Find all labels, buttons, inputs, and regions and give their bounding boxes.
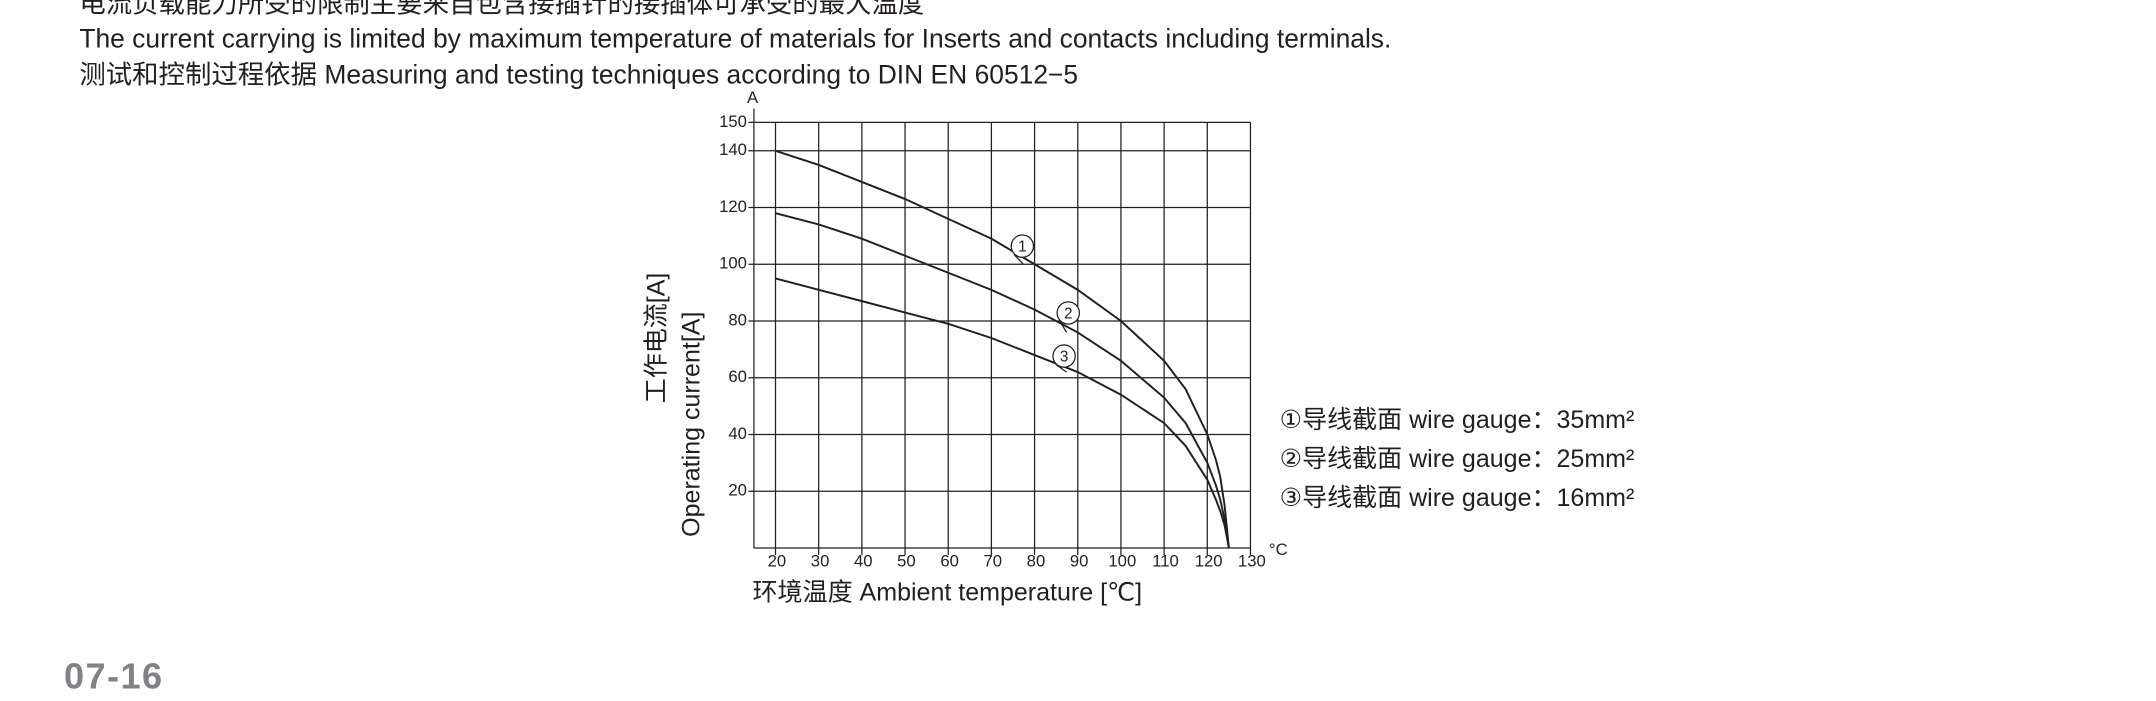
curve-label: 2: [1064, 305, 1073, 322]
curve-label-circle: [1010, 234, 1035, 258]
curve-label-leader: [1059, 320, 1068, 333]
curve: [775, 212, 1230, 549]
header-line: The current carrying is limited by maxim…: [79, 23, 1391, 53]
x-tick-label: 20: [768, 551, 787, 570]
header-line: 测试和控制过程依据 Measuring and testing techniqu…: [79, 59, 1078, 89]
x-unit: °C: [1269, 540, 1288, 559]
curve-label: 1: [1018, 239, 1027, 256]
legend-entry: ③导线截面 wire gauge：16mm²: [1280, 484, 1635, 512]
curve: [775, 149, 1230, 549]
y-axis-label: Operating current[A]: [677, 312, 705, 537]
curve-label: 3: [1060, 348, 1069, 365]
y-unit: A: [747, 88, 759, 107]
y-tick-label: 40: [728, 424, 747, 443]
y-tick-label: 100: [719, 254, 747, 273]
y-tick-label: 140: [719, 140, 747, 159]
chart: A °C 20 30 40 50 60 70 80 90 100 110 120 130 20 40 60 80 1…: [643, 88, 1635, 606]
curve-label-circle: [1052, 344, 1076, 368]
curve: [775, 277, 1230, 549]
x-tick-label: 90: [1070, 551, 1089, 570]
y-tick-label: 120: [719, 197, 747, 216]
legend-entry: ①导线截面 wire gauge：35mm²: [1280, 406, 1635, 434]
x-tick-label: 120: [1195, 551, 1223, 570]
x-tick-label: 70: [984, 551, 1003, 570]
x-tick-label: 100: [1108, 551, 1136, 570]
y-tick-label: 80: [728, 310, 747, 329]
x-tick-label: 130: [1238, 551, 1266, 570]
y-tick-label: 20: [728, 481, 747, 500]
curve-label-circle: [1056, 301, 1081, 325]
x-tick-label: 80: [1027, 551, 1046, 570]
x-axis-label: 环境温度 Ambient temperature [℃]: [753, 579, 1143, 607]
page-number: 07-16: [64, 655, 163, 696]
y-tick-label: 60: [728, 367, 747, 386]
y-axis-label: 工作电流[A]: [643, 273, 671, 404]
x-tick-label: 60: [940, 551, 959, 570]
x-tick-label: 40: [854, 551, 873, 570]
curve-label-leader: [1013, 254, 1024, 265]
x-tick-label: 50: [897, 551, 916, 570]
x-tick-label: 30: [811, 551, 830, 570]
x-tick-label: 110: [1152, 551, 1179, 570]
legend-entry: ②导线截面 wire gauge：25mm²: [1280, 445, 1635, 473]
y-tick-label: 150: [719, 112, 747, 131]
header-line: 电流负载能力所受的限制主要来自包含接插针的接插体可承受的最大温度: [79, 0, 924, 19]
